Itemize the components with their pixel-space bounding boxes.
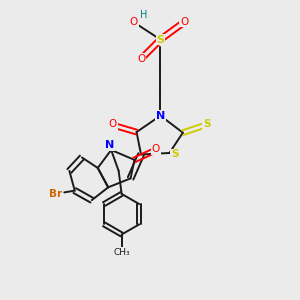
Text: N: N [105,140,114,150]
Text: Br: Br [50,189,62,199]
Text: O: O [130,16,138,27]
Text: O: O [109,119,117,129]
Text: O: O [152,144,160,154]
Text: S: S [171,149,178,160]
Text: CH₃: CH₃ [113,248,130,257]
Text: H: H [140,10,148,20]
Text: O: O [180,16,188,27]
Text: S: S [157,34,164,44]
Text: N: N [156,111,165,121]
Text: S: S [203,119,211,129]
Text: O: O [137,54,145,64]
